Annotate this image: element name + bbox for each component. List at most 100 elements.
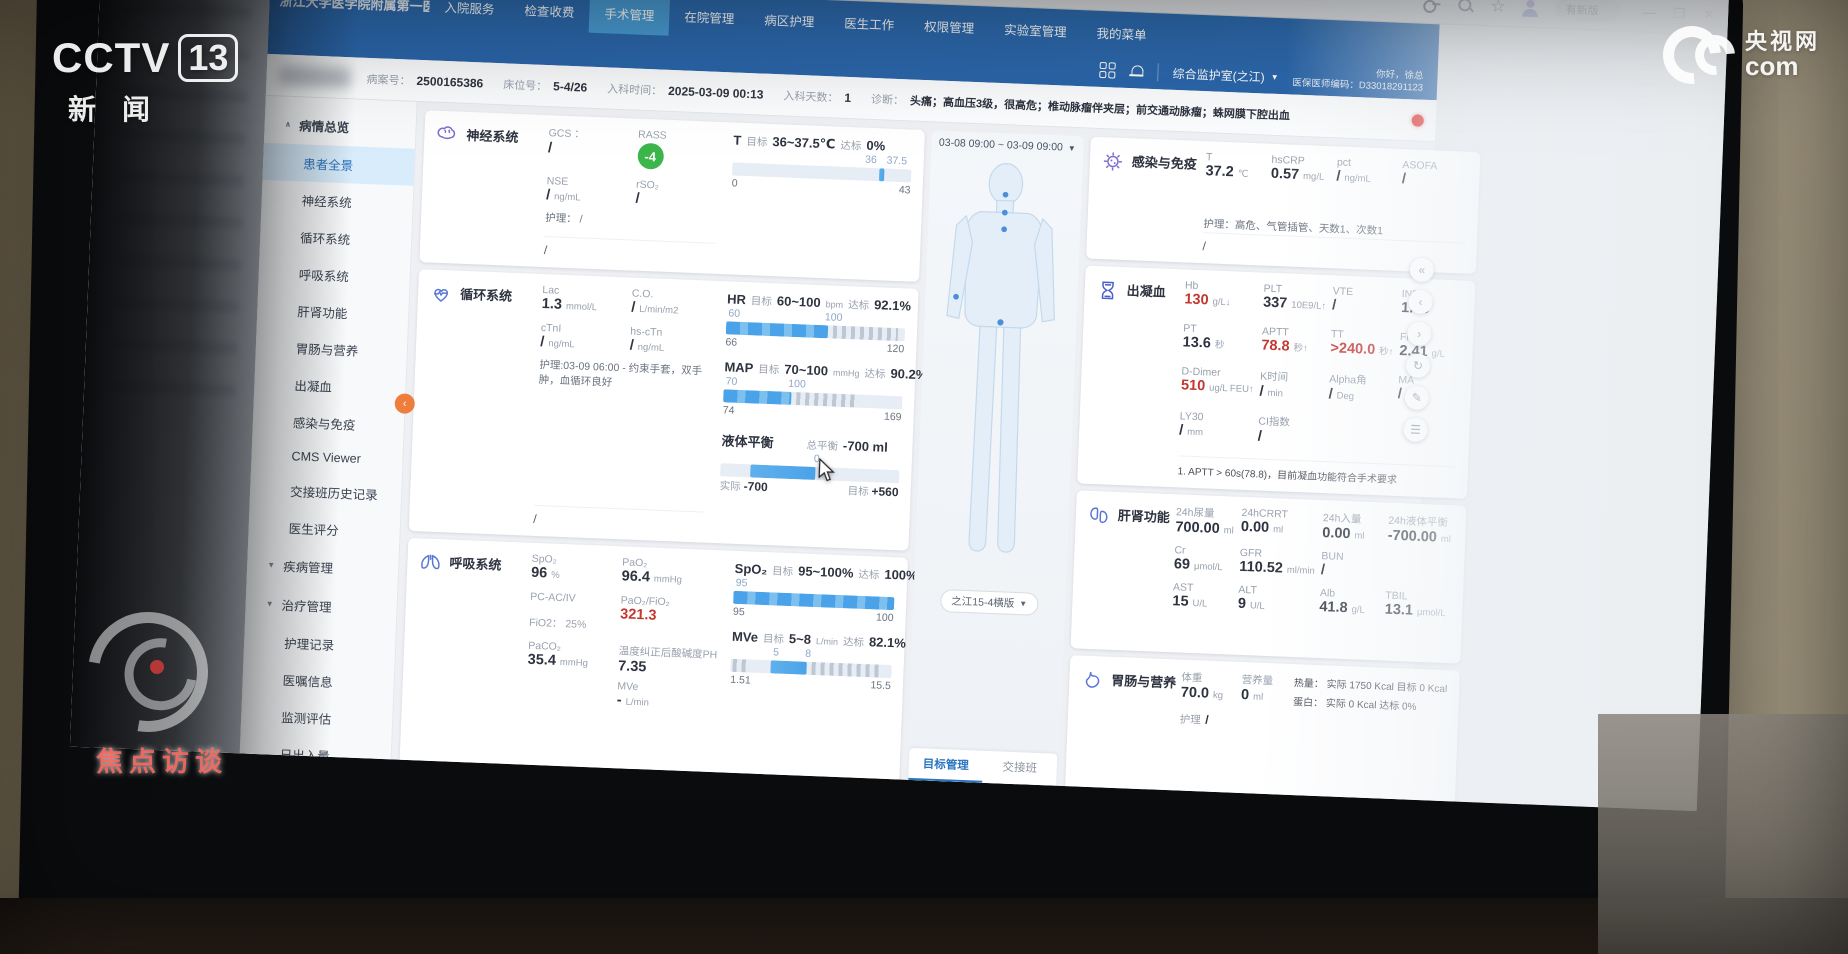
record-no-label: 病案号：	[366, 73, 411, 88]
minimize-button[interactable]: —	[1642, 3, 1656, 20]
sidebar-item-nursing-record[interactable]: 护理记录	[283, 637, 335, 654]
sidebar-item-gastro-nutrition[interactable]: 胃肠与营养	[295, 342, 359, 359]
nav-item-inpatient[interactable]: 在院管理	[684, 9, 735, 26]
spo2-gauge: SpO₂ 目标 95~100% 达标 100% 95	[732, 560, 918, 625]
coag-note: 1. APTT > 60s(78.8)，目前凝血功能符合手术要求	[1177, 455, 1457, 489]
nav-item-surgery[interactable]: 手术管理	[588, 0, 671, 36]
gcs-value: /	[547, 140, 553, 157]
patient-name-blurred	[278, 64, 352, 88]
icu-app: 浙江大学医学院附属第一医院 入院服务 检查收费 手术管理 在院管理 病区护理 医…	[239, 0, 1481, 802]
tab-goal-management[interactable]: 目标管理	[908, 747, 984, 783]
nav-item-lab[interactable]: 实验室管理	[1003, 22, 1067, 40]
panel-title: 肝肾功能	[1117, 507, 1171, 526]
sidebar-item-ecmo-record[interactable]: ECMO记录单	[277, 784, 354, 802]
department-selector[interactable]: 综合监护室(之江) ▼	[1172, 66, 1279, 84]
sidebar-item-orders-info[interactable]: 医嘱信息	[282, 674, 333, 690]
gcs-label: GCS ：	[548, 127, 585, 141]
panel-title: 出凝血	[1126, 283, 1166, 300]
date-range-selector[interactable]: 03-08 09:00 ~ 03-09 09:00 ▼	[938, 136, 1076, 154]
prev-button[interactable]: ‹	[1408, 289, 1434, 315]
alert-badge[interactable]	[1411, 113, 1425, 127]
desk	[0, 898, 1848, 954]
desk-corner	[1598, 714, 1848, 954]
nav-item-billing[interactable]: 检查收费	[524, 3, 575, 20]
edit-button[interactable]: ✎	[1404, 385, 1430, 411]
nav-item-doctor-work[interactable]: 医生工作	[843, 16, 895, 33]
sidebar-item-patient-panorama[interactable]: 患者全景	[262, 142, 415, 186]
panel-footer: /	[533, 504, 705, 533]
virus-icon	[1103, 152, 1122, 171]
menu-button[interactable]: ☰	[1403, 417, 1428, 443]
pf-ratio-value: 321.3	[619, 606, 657, 624]
sidebar-item-respiratory[interactable]: 呼吸系统	[298, 268, 350, 285]
sidebar-group-disease-mgmt[interactable]: ▼ 疾病管理	[267, 559, 334, 576]
bookmark-star-icon[interactable]: ☆	[1490, 0, 1507, 16]
screen: 浙江大学医学院附属第一医院 ‹ › his.zheyi.com/icuDaily…	[69, 0, 1729, 812]
fio2: FiO2： 25%	[528, 616, 587, 632]
fluid-balance-gauge: 液体平衡 总平衡 -700 ml 0	[719, 433, 900, 500]
nav-item-admission[interactable]: 入院服务	[444, 0, 495, 17]
profile-icon[interactable]	[1521, 0, 1540, 17]
sidebar-item-infection[interactable]: 感染与免疫	[292, 416, 356, 433]
sidebar-item-liver-kidney[interactable]: 肝肾功能	[297, 305, 348, 322]
password-key-icon[interactable]	[1422, 0, 1441, 13]
circulation-panel: 循环系统 Lac 1.3 mmol/L C.O. / L/min/m	[408, 269, 928, 551]
mouse-cursor	[818, 458, 835, 482]
kidneys-icon	[1090, 507, 1108, 524]
sidebar-item-coagulation[interactable]: 出凝血	[294, 379, 333, 395]
sidebar-item-patient-home[interactable]: 病人主页	[236, 807, 388, 811]
rass-label: RASS	[637, 128, 667, 142]
heart-circulation-icon	[434, 288, 449, 302]
admit-time-label: 入科时间：	[606, 82, 663, 98]
chevron-down-icon: ▼	[1019, 599, 1028, 609]
tab-shift-handover[interactable]: 交接班	[1002, 761, 1038, 775]
dashboard: 神经系统 GCS ： / RASS -4	[392, 102, 1481, 802]
sidebar-group-treatment-mgmt[interactable]: ▼ 治疗管理	[265, 598, 332, 615]
background-window	[69, 0, 271, 754]
notification-bell-icon[interactable]	[1130, 64, 1145, 79]
sidebar-item-monitor-assess[interactable]: 监测评估	[280, 710, 332, 727]
bed-no-label: 床位号：	[502, 78, 548, 93]
liver-kidney-panel: 肝肾功能 24h尿量 700.00 ml 24hCRRT 0.00 ml 24h…	[1070, 490, 1467, 664]
close-button[interactable]: ✕	[1703, 6, 1715, 22]
patient-body-figure[interactable]	[930, 153, 1067, 587]
hourglass-icon	[1101, 281, 1114, 300]
chevron-up-icon: ∧	[284, 119, 292, 129]
days-value: 1	[844, 90, 852, 105]
respiratory-panel: 呼吸系统 SpO₂ 96 % PaO₂ 96.4 mmHg	[399, 537, 918, 780]
sidebar-item-daily-io[interactable]: 日出入量	[279, 747, 330, 764]
vent-mode: PC-AC/IV	[529, 590, 576, 605]
apps-grid-icon[interactable]	[1099, 61, 1117, 79]
chevron-down-icon: ▼	[1067, 143, 1076, 153]
body-map-column: 03-08 09:00 ~ 03-09 09:00 ▼	[906, 130, 1084, 786]
sidebar-item-shift-history[interactable]: 交接班历史记录	[289, 485, 378, 503]
calorie-summary: 热量： 实际 1750 Kcal 目标 0 Kcal	[1293, 678, 1448, 696]
user-greeting: 你好，徐总 医保医师编码：D33018291123	[1292, 68, 1424, 94]
nav-item-ward-nursing[interactable]: 病区护理	[764, 13, 815, 30]
update-pill[interactable]: 有新版	[1555, 0, 1622, 22]
bed-no-value: 5-4/26	[552, 78, 588, 95]
rso2-value: /	[635, 190, 640, 207]
lungs-icon	[421, 554, 440, 570]
collapse-rail-button[interactable]: «	[1409, 257, 1435, 283]
next-button[interactable]: ›	[1406, 321, 1432, 347]
panel-title: 神经系统	[466, 127, 519, 145]
sidebar-item-circulation[interactable]: 循环系统	[299, 231, 351, 248]
maximize-button[interactable]: ❒	[1673, 5, 1686, 21]
nav-item-permissions[interactable]: 权限管理	[923, 19, 975, 36]
nav-item-my-menu[interactable]: 我的菜单	[1096, 26, 1147, 43]
diagnosis-value: 头痛；高血压3级，很高危；椎动脉瘤伴夹层；前交通动脉瘤；蛛网膜下腔出血	[909, 94, 1291, 122]
panel-title: 呼吸系统	[449, 555, 502, 573]
body-model-selector[interactable]: 之江15-4横版 ▼	[939, 589, 1039, 616]
record-no-value: 2500165386	[416, 73, 484, 90]
search-icon[interactable]	[1456, 0, 1475, 14]
gastro-nutrition-panel: 胃肠与营养 体重 70.0 kg 营养量 0 ml	[1065, 655, 1460, 802]
panel-title: 循环系统	[459, 286, 513, 304]
days-label: 入科天数：	[783, 89, 839, 105]
refresh-button[interactable]: ↻	[1405, 353, 1431, 379]
sidebar-item-neuro[interactable]: 神经系统	[301, 194, 352, 211]
sidebar-section-overview[interactable]: ∧ 病情总览	[284, 119, 350, 136]
chevron-down-icon: ▼	[265, 599, 274, 609]
sidebar-item-doctor-score[interactable]: 医生评分	[288, 522, 339, 539]
